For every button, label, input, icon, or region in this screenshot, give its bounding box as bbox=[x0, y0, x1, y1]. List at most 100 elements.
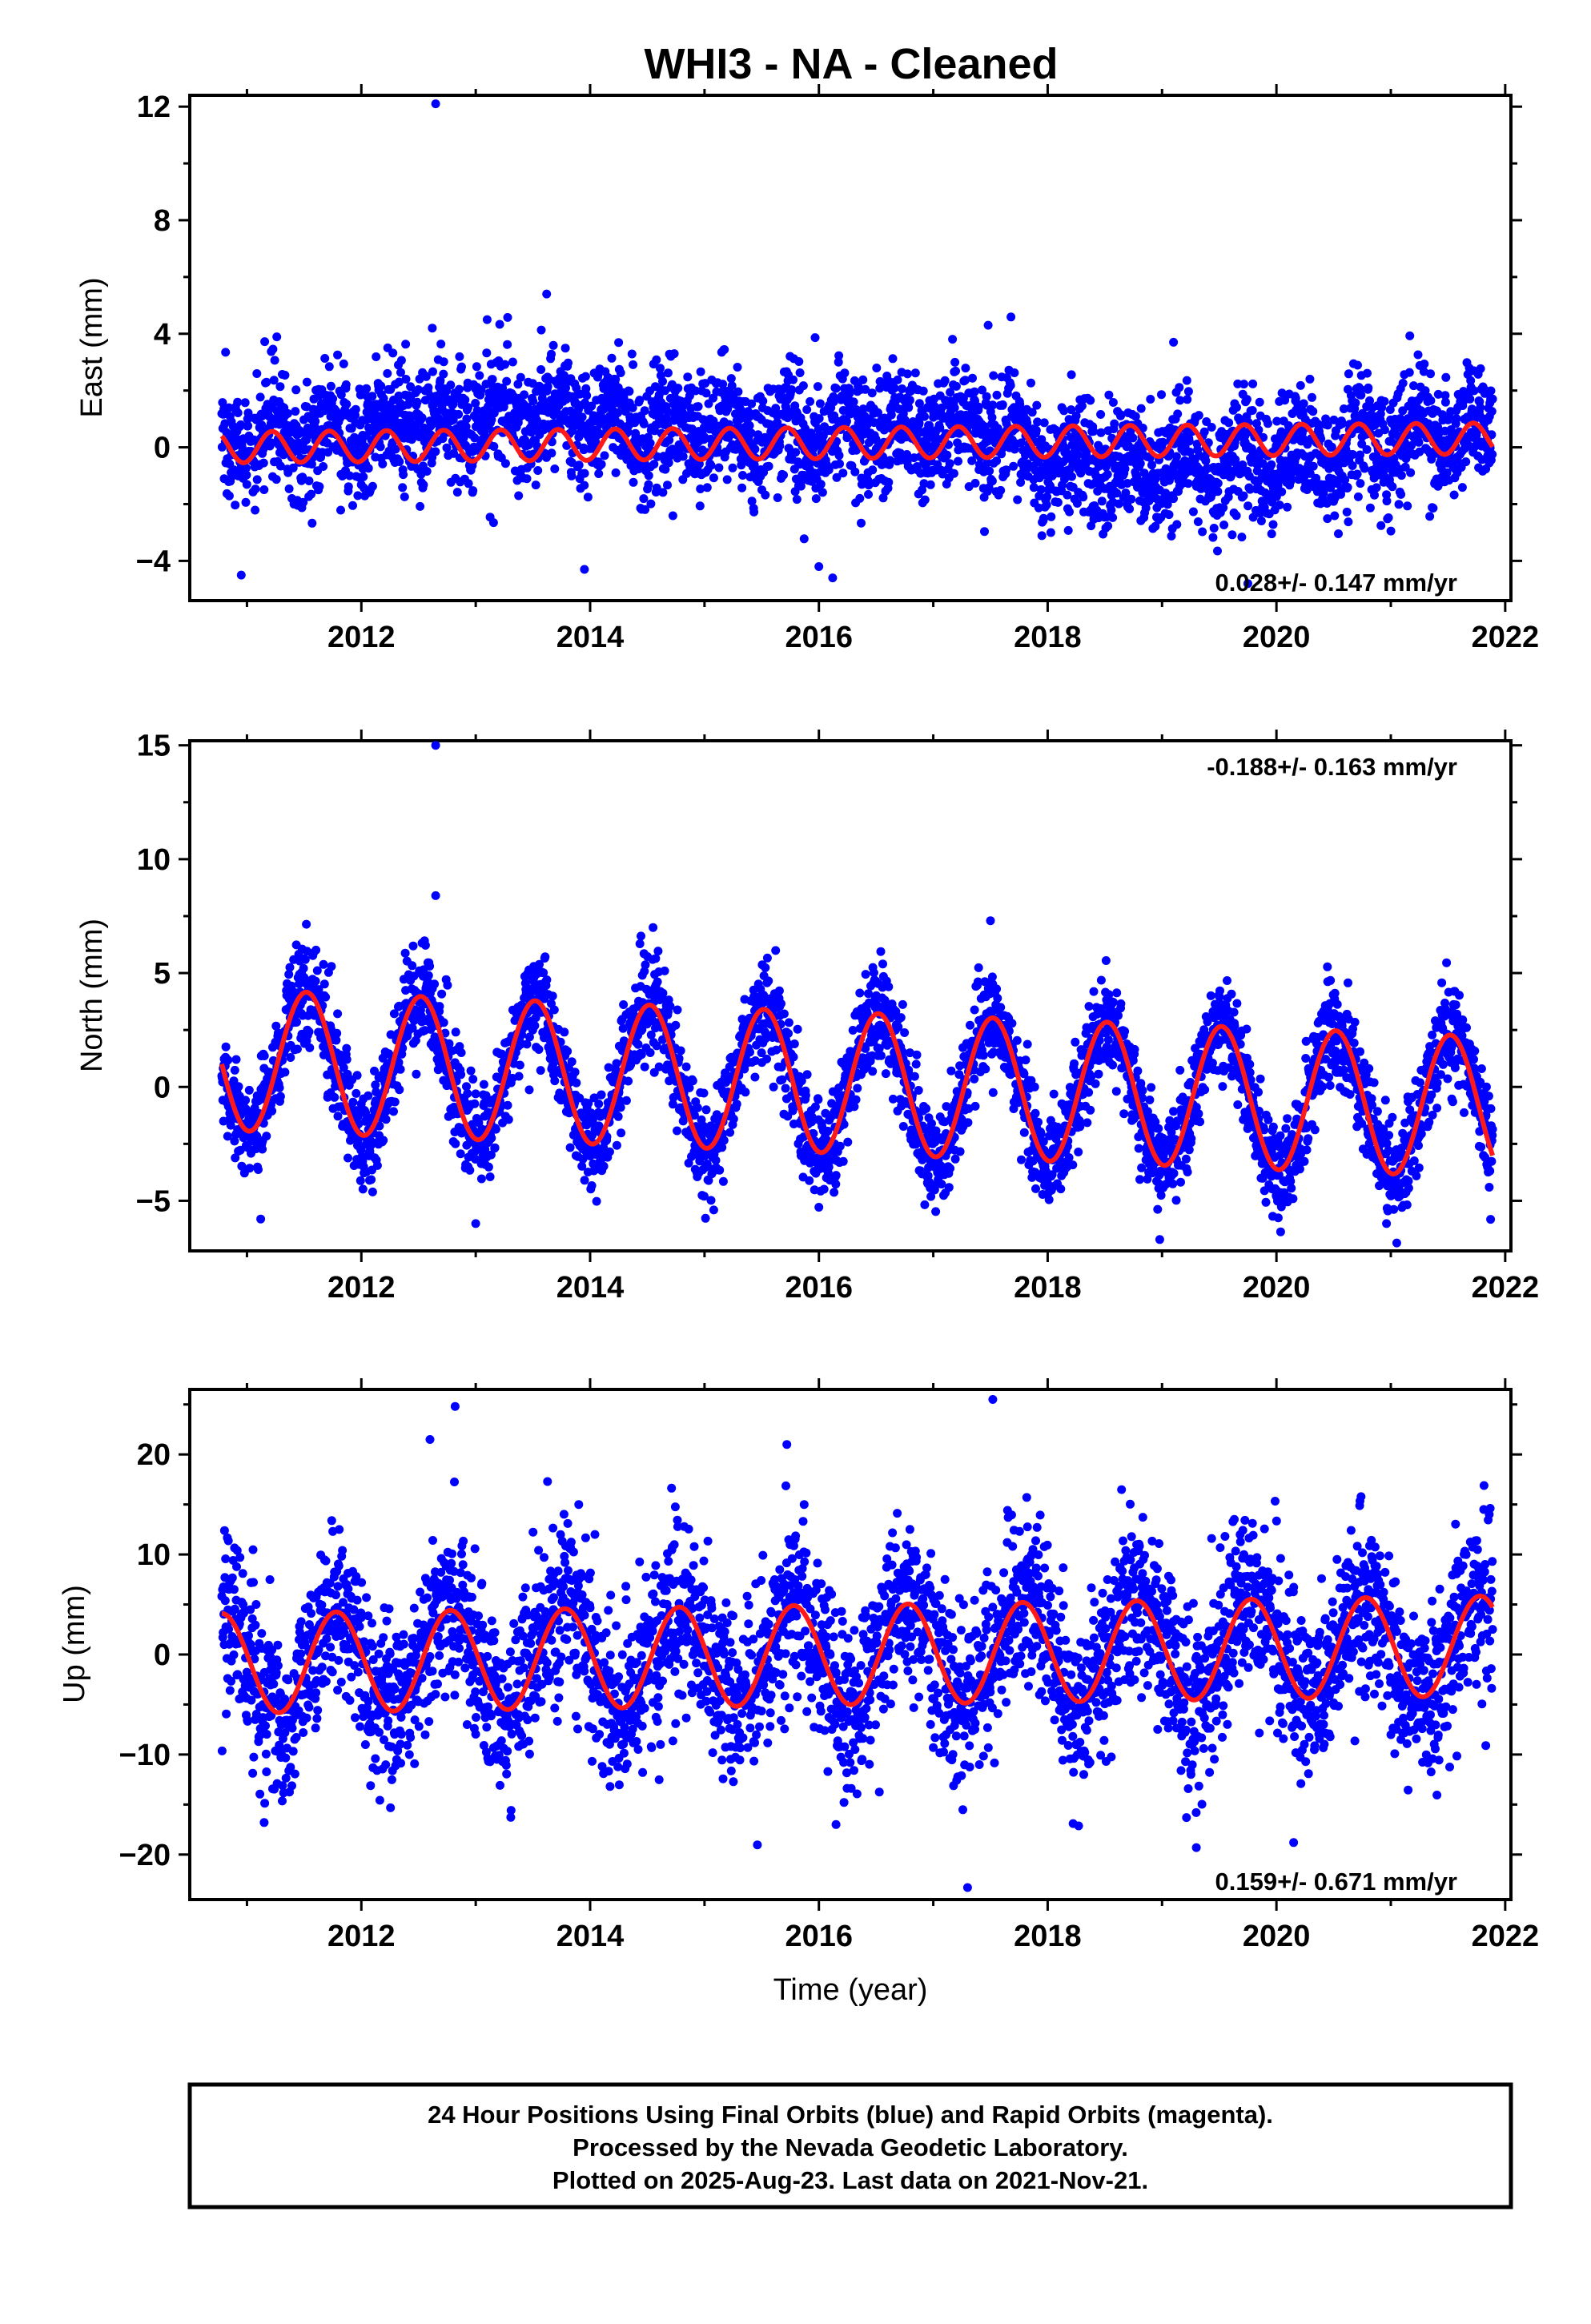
data-point bbox=[344, 482, 353, 492]
data-point bbox=[811, 494, 821, 504]
data-point bbox=[816, 480, 826, 489]
data-point bbox=[224, 403, 234, 412]
data-point bbox=[241, 497, 251, 507]
data-point bbox=[471, 1089, 480, 1099]
data-point bbox=[640, 406, 649, 416]
data-point bbox=[1344, 369, 1353, 379]
data-point bbox=[284, 484, 294, 493]
data-point bbox=[362, 384, 372, 393]
data-point bbox=[945, 459, 954, 468]
data-point bbox=[1248, 379, 1258, 388]
data-point bbox=[465, 1165, 475, 1175]
data-point bbox=[1157, 390, 1166, 400]
data-point bbox=[298, 472, 307, 482]
data-point bbox=[982, 392, 991, 401]
data-point bbox=[580, 468, 589, 478]
x-tick-label: 2020 bbox=[1243, 621, 1311, 654]
data-point bbox=[661, 464, 670, 474]
data-point bbox=[345, 471, 355, 480]
data-point bbox=[1420, 360, 1429, 368]
data-point bbox=[436, 340, 446, 349]
data-point bbox=[1243, 501, 1253, 511]
y-tick-label: 8 bbox=[154, 204, 171, 238]
data-point bbox=[794, 357, 804, 366]
data-point bbox=[1308, 392, 1316, 402]
data-point bbox=[850, 467, 860, 476]
data-point bbox=[536, 365, 546, 374]
data-point bbox=[1207, 423, 1216, 432]
data-point bbox=[818, 488, 827, 497]
data-point bbox=[1308, 407, 1318, 416]
x-tick-label: 2022 bbox=[1472, 621, 1540, 654]
data-point bbox=[379, 394, 388, 403]
y-tick-label: 12 bbox=[137, 90, 171, 124]
data-point bbox=[533, 466, 543, 475]
data-point bbox=[500, 360, 510, 369]
data-point bbox=[267, 1106, 277, 1116]
data-point bbox=[1386, 526, 1396, 536]
data-point bbox=[513, 380, 523, 389]
data-point bbox=[1344, 517, 1353, 527]
data-point bbox=[439, 1018, 448, 1027]
data-point bbox=[652, 483, 661, 493]
data-point bbox=[275, 461, 285, 471]
east-data-points bbox=[217, 99, 1497, 589]
data-point bbox=[627, 349, 637, 359]
data-point bbox=[802, 405, 812, 414]
data-point bbox=[1372, 483, 1381, 493]
data-point bbox=[614, 338, 624, 348]
data-point bbox=[1237, 533, 1247, 542]
y-tick-label: 0 bbox=[154, 432, 171, 465]
data-point bbox=[577, 412, 587, 422]
data-point bbox=[1376, 521, 1386, 530]
data-point bbox=[1414, 437, 1424, 447]
data-point bbox=[372, 352, 381, 361]
data-point bbox=[587, 401, 597, 411]
outlier-point bbox=[1169, 337, 1179, 347]
data-point bbox=[592, 1196, 601, 1206]
data-point bbox=[840, 368, 850, 378]
x-tick-label: 2022 bbox=[1472, 1271, 1540, 1305]
data-point bbox=[789, 375, 798, 384]
data-point bbox=[1396, 489, 1406, 499]
data-point bbox=[758, 396, 768, 406]
data-point bbox=[813, 382, 822, 392]
data-point bbox=[639, 419, 649, 428]
data-point bbox=[548, 340, 558, 350]
data-point bbox=[242, 480, 251, 489]
data-point bbox=[1352, 469, 1362, 479]
data-point bbox=[625, 387, 634, 396]
data-point bbox=[1182, 376, 1191, 385]
data-point bbox=[898, 384, 907, 393]
data-point bbox=[333, 1009, 343, 1019]
data-point bbox=[737, 483, 747, 493]
data-point bbox=[549, 1005, 559, 1015]
data-point bbox=[1428, 504, 1438, 513]
data-point bbox=[904, 403, 914, 412]
data-point bbox=[462, 414, 472, 424]
data-point bbox=[1213, 546, 1222, 556]
data-point bbox=[304, 476, 314, 485]
data-point bbox=[1388, 482, 1397, 492]
data-point bbox=[893, 375, 902, 384]
data-point bbox=[236, 420, 246, 429]
data-point bbox=[342, 1055, 352, 1064]
data-point bbox=[701, 388, 711, 398]
data-point bbox=[319, 959, 328, 969]
data-point bbox=[1128, 433, 1138, 443]
data-point bbox=[470, 1099, 480, 1108]
data-point bbox=[472, 362, 481, 372]
data-point bbox=[534, 1045, 544, 1054]
data-point bbox=[547, 349, 556, 359]
data-point bbox=[457, 362, 466, 372]
data-point bbox=[987, 412, 997, 422]
data-point bbox=[515, 1060, 524, 1070]
data-point bbox=[1097, 497, 1107, 506]
data-point bbox=[645, 438, 655, 448]
data-point bbox=[455, 384, 464, 394]
data-point bbox=[1006, 312, 1016, 322]
data-point bbox=[1194, 411, 1203, 420]
east-y-axis-label: East (mm) bbox=[75, 277, 109, 417]
data-point bbox=[470, 433, 480, 443]
data-point bbox=[792, 495, 802, 505]
